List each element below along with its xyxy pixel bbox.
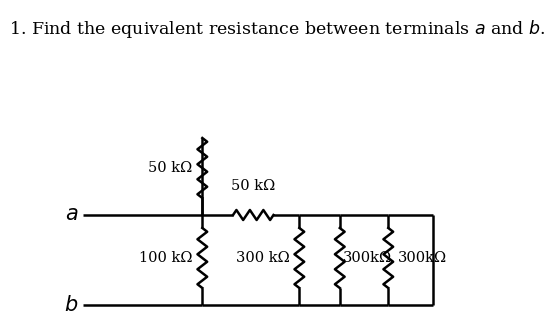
Text: 300kΩ: 300kΩ <box>343 251 392 265</box>
Text: 50 kΩ: 50 kΩ <box>148 161 193 175</box>
Text: 100 kΩ: 100 kΩ <box>139 251 193 265</box>
Text: 300 kΩ: 300 kΩ <box>236 251 290 265</box>
Text: 50 kΩ: 50 kΩ <box>231 179 275 193</box>
Text: $b$: $b$ <box>64 295 79 315</box>
Text: $a$: $a$ <box>65 205 79 224</box>
Text: 1. Find the equivalent resistance between terminals $a$ and $b$.: 1. Find the equivalent resistance betwee… <box>9 18 546 40</box>
Text: 300kΩ: 300kΩ <box>398 251 447 265</box>
